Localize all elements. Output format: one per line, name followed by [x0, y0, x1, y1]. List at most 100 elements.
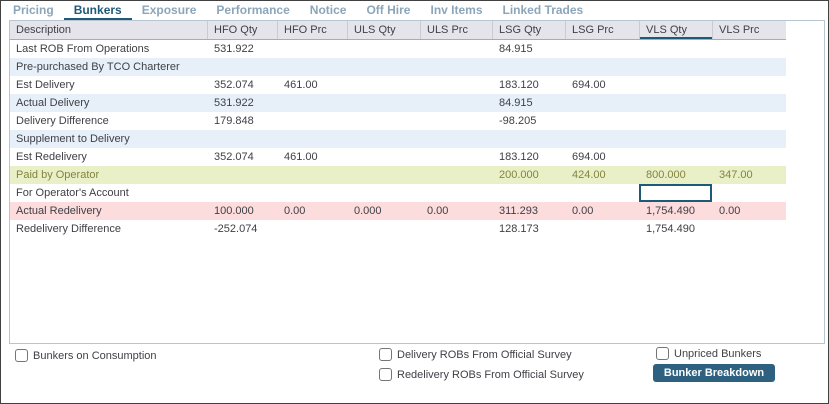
grid-cell[interactable] [565, 112, 639, 130]
grid-cell[interactable] [565, 58, 639, 76]
grid-cell[interactable] [420, 184, 492, 202]
column-header-description[interactable]: Description [16, 24, 72, 36]
grid-cell[interactable] [347, 112, 420, 130]
checkbox-unpriced-bunkers[interactable]: Unpriced Bunkers [656, 347, 761, 360]
checkbox-icon[interactable] [379, 368, 392, 381]
grid-cell[interactable] [420, 58, 492, 76]
grid-cell[interactable] [565, 94, 639, 112]
grid-cell[interactable] [207, 58, 277, 76]
grid-cell[interactable] [712, 40, 786, 58]
grid-cell[interactable] [712, 58, 786, 76]
grid-cell[interactable] [639, 148, 712, 166]
grid-cell[interactable] [639, 94, 712, 112]
grid-cell[interactable]: 0.00 [284, 205, 306, 217]
grid-cell[interactable]: 531.922 [214, 43, 254, 55]
grid-cell[interactable] [492, 130, 565, 148]
checkbox-redelivery-robs-official-survey[interactable]: Redelivery ROBs From Official Survey [379, 368, 584, 381]
grid-cell[interactable] [712, 112, 786, 130]
grid-cell[interactable] [565, 220, 639, 238]
grid-cell[interactable]: 347.00 [719, 169, 753, 181]
checkbox-bunkers-on-consumption[interactable]: Bunkers on Consumption [15, 349, 157, 362]
grid-cell[interactable] [207, 166, 277, 184]
grid-cell[interactable]: -98.205 [499, 115, 537, 127]
tab-linked-trades[interactable]: Linked Trades [502, 2, 584, 17]
grid-cell[interactable]: 1,754.490 [646, 223, 695, 235]
grid-cell[interactable]: 183.120 [499, 151, 539, 163]
grid-cell[interactable] [277, 94, 347, 112]
grid-cell[interactable] [639, 112, 712, 130]
grid-cell[interactable] [347, 130, 420, 148]
tab-off-hire[interactable]: Off Hire [366, 2, 411, 17]
grid-cell[interactable] [639, 130, 712, 148]
column-header-hfo-qty[interactable]: HFO Qty [207, 21, 277, 39]
tab-exposure[interactable]: Exposure [141, 2, 197, 17]
grid-cell[interactable] [420, 76, 492, 94]
grid-cell[interactable]: 179.848 [214, 115, 254, 127]
checkbox-icon[interactable] [656, 347, 669, 360]
tab-notice[interactable]: Notice [309, 2, 347, 17]
tab-bunkers[interactable]: Bunkers [63, 1, 132, 21]
grid-cell[interactable]: 694.00 [572, 151, 606, 163]
grid-cell[interactable]: 0.000 [354, 205, 382, 217]
grid-cell[interactable] [492, 58, 565, 76]
grid-cell[interactable]: 352.074 [214, 79, 254, 91]
grid-cell[interactable]: 0.00 [427, 205, 449, 217]
grid-cell[interactable] [277, 112, 347, 130]
grid-cell[interactable] [420, 148, 492, 166]
grid-cell[interactable] [207, 130, 277, 148]
grid-cell[interactable]: 200.000 [499, 169, 539, 181]
grid-cell[interactable]: 100.000 [214, 205, 254, 217]
tab-performance[interactable]: Performance [216, 2, 290, 17]
grid-cell[interactable] [712, 130, 786, 148]
grid-cell[interactable] [277, 220, 347, 238]
grid-cell[interactable] [277, 184, 347, 202]
checkbox-icon[interactable] [379, 348, 392, 361]
grid-cell[interactable] [347, 76, 420, 94]
grid-cell[interactable]: 694.00 [572, 79, 606, 91]
tab-pricing[interactable]: Pricing [13, 2, 54, 17]
grid-cell[interactable] [347, 166, 420, 184]
column-header-lsg-qty[interactable]: LSG Qty [492, 21, 565, 39]
grid-cell[interactable] [712, 184, 786, 202]
column-header-hfo-prc[interactable]: HFO Prc [277, 21, 347, 39]
grid-cell[interactable] [712, 220, 786, 238]
grid-cell[interactable] [347, 184, 420, 202]
grid-cell[interactable] [712, 148, 786, 166]
grid-cell[interactable] [420, 130, 492, 148]
grid-cell[interactable] [420, 40, 492, 58]
grid-cell[interactable]: 461.00 [284, 79, 318, 91]
column-header-lsg-prc[interactable]: LSG Prc [565, 21, 639, 39]
grid-cell[interactable] [420, 94, 492, 112]
column-header-vls-prc[interactable]: VLS Prc [712, 21, 786, 39]
grid-cell[interactable]: 183.120 [499, 79, 539, 91]
grid-cell[interactable]: 0.00 [719, 205, 741, 217]
focused-cell[interactable] [639, 184, 712, 202]
bunker-breakdown-button[interactable]: Bunker Breakdown [653, 364, 775, 382]
grid-cell[interactable]: 424.00 [572, 169, 606, 181]
checkbox-icon[interactable] [15, 349, 28, 362]
grid-cell[interactable]: 84.915 [499, 97, 533, 109]
grid-cell[interactable] [492, 184, 565, 202]
grid-cell[interactable]: 461.00 [284, 151, 318, 163]
grid-cell[interactable] [565, 184, 639, 202]
grid-cell[interactable]: 128.173 [499, 223, 539, 235]
grid-cell[interactable] [639, 40, 712, 58]
grid-cell[interactable] [639, 58, 712, 76]
grid-cell[interactable] [207, 184, 277, 202]
grid-cell[interactable] [277, 130, 347, 148]
column-header-vls-qty[interactable]: VLS Qty [639, 21, 712, 39]
grid-cell[interactable] [420, 166, 492, 184]
grid-cell[interactable] [347, 94, 420, 112]
grid-cell[interactable] [565, 130, 639, 148]
grid-cell[interactable]: 531.922 [214, 97, 254, 109]
grid-cell[interactable] [277, 40, 347, 58]
grid-cell[interactable] [712, 76, 786, 94]
grid-cell[interactable]: 311.293 [499, 205, 538, 217]
grid-cell[interactable] [277, 58, 347, 76]
grid-cell[interactable]: -252.074 [214, 223, 258, 235]
grid-cell[interactable] [639, 184, 712, 202]
grid-cell[interactable]: 84.915 [499, 43, 533, 55]
grid-cell[interactable]: 800.000 [646, 169, 686, 181]
grid-cell[interactable] [639, 76, 712, 94]
column-header-uls-prc[interactable]: ULS Prc [420, 21, 492, 39]
